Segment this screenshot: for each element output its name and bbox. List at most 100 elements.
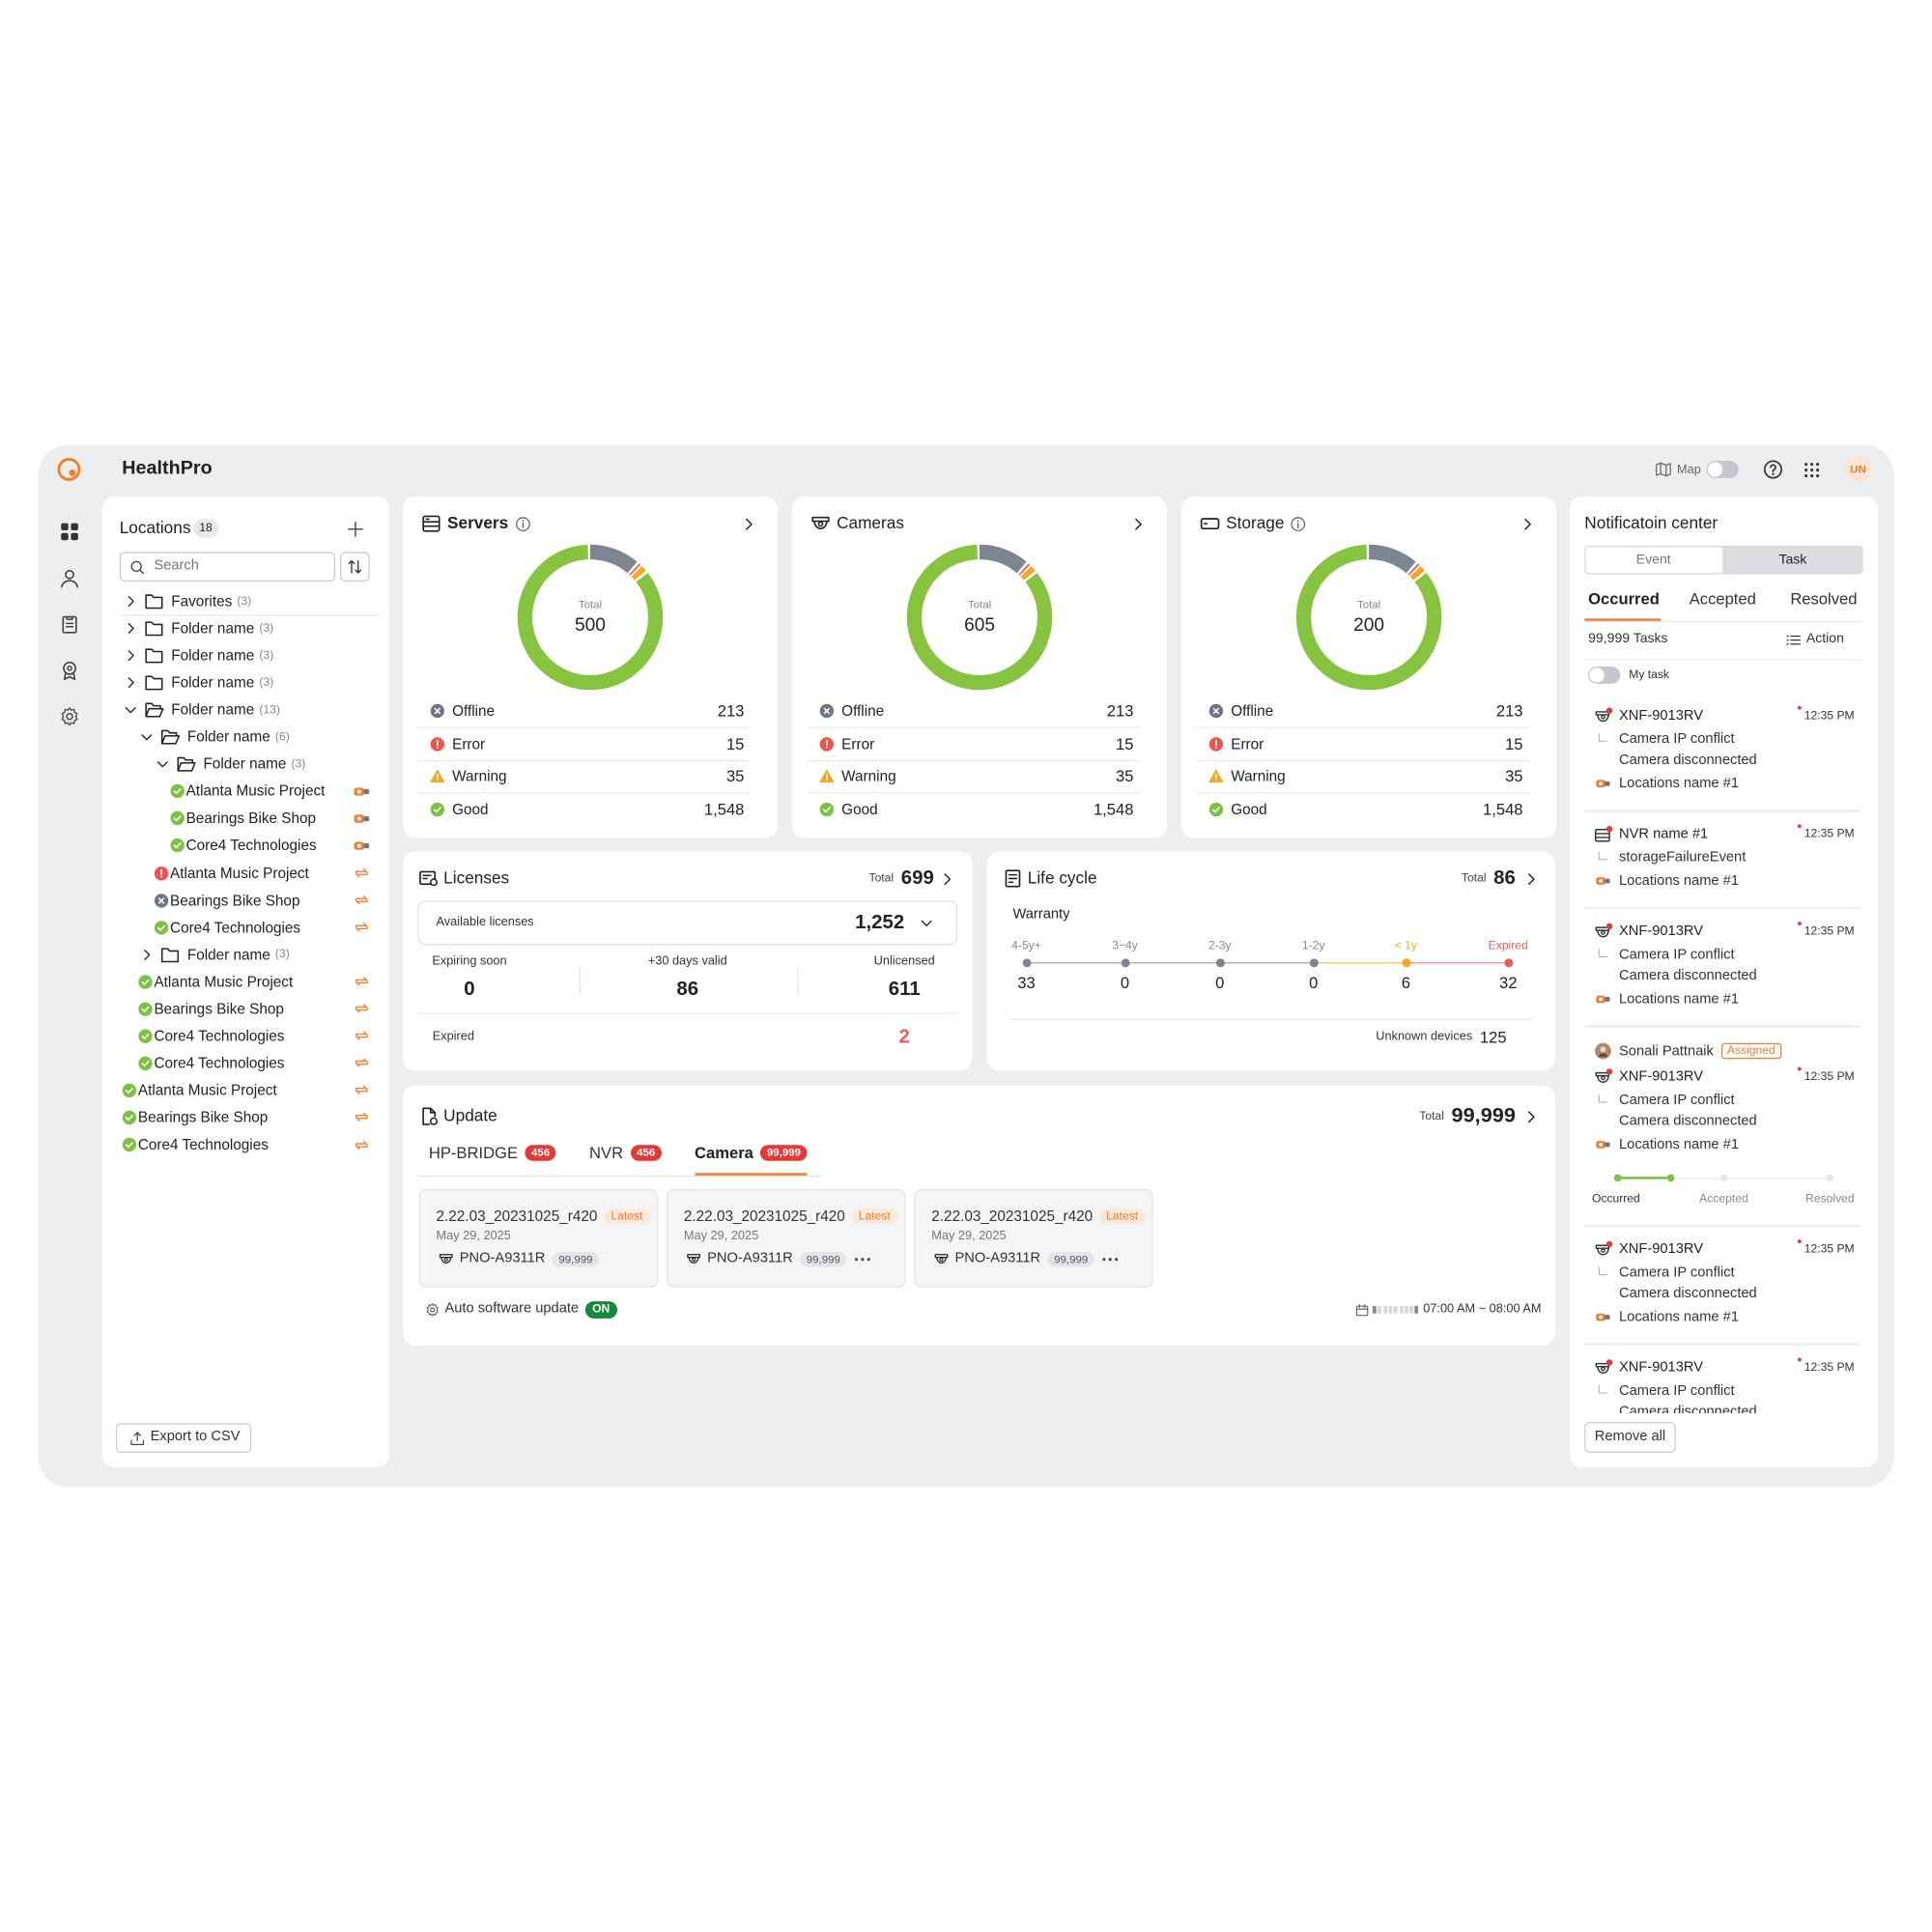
map-icon bbox=[1656, 462, 1671, 477]
sort-button[interactable] bbox=[340, 552, 370, 582]
card-link[interactable] bbox=[1522, 870, 1539, 887]
update-tab[interactable]: NVR 456 bbox=[589, 1144, 662, 1163]
location-label[interactable]: Core4 Technologies bbox=[137, 1135, 269, 1153]
nav-item[interactable] bbox=[59, 660, 80, 681]
device-name: XNF-9013RV bbox=[1619, 708, 1703, 724]
help-button[interactable] bbox=[1763, 460, 1782, 479]
location-label[interactable]: Atlanta Music Project bbox=[170, 864, 309, 882]
remove-all-button[interactable] bbox=[1584, 1421, 1676, 1453]
notification-item[interactable]: XNF-9013RV 12:35 PM Camera IP conflict Came… bbox=[1584, 1227, 1861, 1346]
export-button[interactable] bbox=[115, 1423, 252, 1453]
status-warning bbox=[430, 769, 445, 782]
location-label[interactable]: Atlanta Music Project bbox=[154, 973, 294, 990]
progress-label: Resolved bbox=[1805, 1192, 1855, 1207]
schedule-bar bbox=[1399, 1306, 1404, 1314]
tree-folder[interactable]: Favorites (3) bbox=[171, 592, 251, 610]
status-tab[interactable]: Occurred bbox=[1588, 588, 1660, 609]
tree-toggle[interactable] bbox=[124, 594, 138, 609]
mode-tab[interactable] bbox=[1584, 546, 1724, 575]
tree-toggle[interactable] bbox=[124, 648, 138, 663]
tree-toggle[interactable] bbox=[139, 947, 154, 961]
user-initials: UN bbox=[1850, 463, 1866, 475]
status-warning bbox=[819, 769, 835, 782]
tree-folder[interactable]: Folder name (3) bbox=[171, 619, 273, 637]
donut-total: 500 bbox=[575, 614, 606, 637]
status-label: Error bbox=[841, 735, 875, 753]
tree-toggle[interactable] bbox=[139, 729, 154, 744]
donut-total-label: Total bbox=[967, 598, 992, 611]
tree-folder[interactable]: Folder name (6) bbox=[187, 728, 290, 746]
location-label[interactable]: Bearings Bike Shop bbox=[185, 810, 317, 828]
more-button[interactable] bbox=[1101, 1256, 1119, 1264]
nav-item[interactable] bbox=[59, 521, 80, 542]
event-time: 12:35 PM bbox=[1804, 827, 1855, 841]
timeline-segment bbox=[1406, 961, 1509, 964]
add-button[interactable] bbox=[346, 520, 364, 538]
nav-item[interactable] bbox=[59, 613, 80, 635]
donut-segment bbox=[906, 544, 1053, 691]
card-link[interactable] bbox=[1522, 1108, 1539, 1124]
location-label[interactable]: Core4 Technologies bbox=[154, 1054, 285, 1072]
line: Camera disconnected bbox=[1584, 1283, 1861, 1304]
notification-item[interactable]: XNF-9013RV 12:35 PM Camera IP conflict Came… bbox=[1584, 909, 1861, 1028]
notification-item[interactable]: XNF-9013RV 12:35 PM Camera IP conflict Came… bbox=[1584, 1346, 1861, 1413]
line: Camera IP conflict bbox=[1584, 1090, 1861, 1111]
location-label[interactable]: Core4 Technologies bbox=[170, 918, 301, 936]
total-label: Total bbox=[868, 871, 895, 886]
tree-folder[interactable]: Folder name (3) bbox=[203, 755, 305, 773]
assignee-name: Sonali Pattnaik bbox=[1619, 1043, 1714, 1059]
status-good bbox=[170, 811, 185, 826]
mode-tab[interactable] bbox=[1723, 546, 1863, 575]
tree-folder[interactable]: Folder name (3) bbox=[187, 946, 290, 963]
location-label[interactable]: Atlanta Music Project bbox=[137, 1081, 277, 1099]
location-label[interactable]: Bearings Bike Shop bbox=[170, 891, 300, 909]
tree-toggle[interactable] bbox=[124, 621, 138, 636]
divider bbox=[417, 759, 751, 762]
package-date: May 29, 2025 bbox=[931, 1229, 1007, 1243]
card-title: Servers bbox=[447, 513, 509, 532]
location-label[interactable]: Core4 Technologies bbox=[154, 1027, 285, 1045]
location-label[interactable]: Bearings Bike Shop bbox=[154, 1000, 284, 1018]
card-icon bbox=[1200, 518, 1220, 530]
tree-toggle[interactable] bbox=[124, 702, 138, 717]
search-box[interactable] bbox=[119, 552, 335, 582]
tree-folder[interactable]: Folder name (3) bbox=[171, 647, 273, 665]
panel bbox=[986, 851, 1555, 1071]
tree-connector bbox=[1598, 949, 1607, 957]
status-good bbox=[138, 1029, 153, 1043]
nav-item[interactable] bbox=[59, 567, 80, 588]
card-link[interactable] bbox=[1519, 516, 1535, 532]
tree-folder[interactable]: Folder name (3) bbox=[171, 674, 273, 692]
auto-update-state[interactable]: ON bbox=[584, 1301, 617, 1319]
nav-item[interactable] bbox=[59, 705, 80, 726]
notification-item[interactable]: Sonali Pattnaik Assigned XNF-9013RV 12:35 P… bbox=[1584, 1028, 1861, 1228]
location-label[interactable]: Core4 Technologies bbox=[185, 837, 317, 855]
notification-item[interactable]: NVR name #1 12:35 PM storageFailureEvent Lo… bbox=[1584, 812, 1861, 910]
notification-item[interactable]: XNF-9013RV 12:35 PM Camera IP conflict Came… bbox=[1584, 694, 1861, 812]
card-link[interactable] bbox=[938, 870, 954, 887]
update-tab[interactable]: HP-BRIDGE 456 bbox=[429, 1144, 556, 1163]
expand-button[interactable] bbox=[920, 916, 934, 930]
tree-toggle[interactable] bbox=[156, 757, 170, 772]
update-tab[interactable]: Camera 99,999 bbox=[695, 1144, 808, 1163]
location-sync bbox=[355, 1031, 368, 1041]
card-link[interactable] bbox=[740, 516, 756, 532]
status-tab[interactable]: Accepted bbox=[1689, 588, 1756, 609]
stage-value: 33 bbox=[1017, 973, 1036, 993]
card-link[interactable] bbox=[1129, 516, 1146, 532]
location-label[interactable]: Atlanta Music Project bbox=[185, 782, 326, 800]
location-label[interactable]: Bearings Bike Shop bbox=[137, 1108, 269, 1126]
logo bbox=[57, 458, 81, 481]
status-error bbox=[819, 737, 835, 752]
status-tab[interactable]: Resolved bbox=[1790, 588, 1858, 609]
event-location: Locations name #1 bbox=[1619, 991, 1739, 1008]
action-label[interactable]: Action bbox=[1805, 631, 1844, 646]
tree-toggle[interactable] bbox=[124, 675, 138, 690]
package-count: 99,999 bbox=[1047, 1251, 1094, 1267]
tree-folder[interactable]: Folder name (13) bbox=[171, 701, 280, 719]
folder-count: (3) bbox=[259, 621, 274, 636]
apps-button[interactable] bbox=[1802, 460, 1820, 478]
more-button[interactable] bbox=[854, 1256, 871, 1264]
line: Camera disconnected bbox=[1584, 1110, 1861, 1131]
